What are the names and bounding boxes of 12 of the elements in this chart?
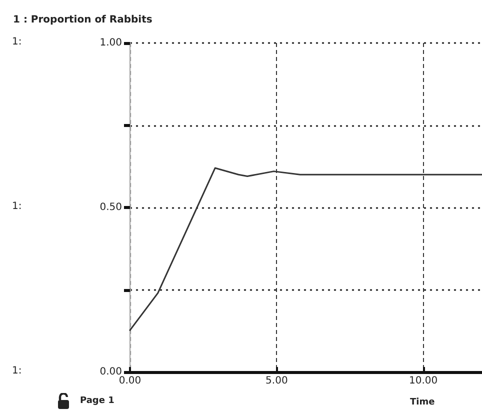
x-tick-label: 0.00 (118, 376, 142, 386)
y-tick-label: 0.50 (100, 202, 122, 213)
x-tick-label: 5.00 (266, 376, 288, 386)
text: 1: (12, 36, 22, 48)
y-tick-label: 1.00 (100, 38, 122, 48)
text: Page 1 (80, 396, 114, 406)
chart-title: 1 : Proportion of Rabbits (13, 14, 152, 26)
x-tick-label: 10.00 (409, 376, 438, 386)
text: 1: (12, 201, 22, 212)
text: 1: (12, 366, 22, 376)
x-axis-title: Time (410, 398, 435, 408)
y-tick-label: 0.00 (100, 366, 122, 378)
